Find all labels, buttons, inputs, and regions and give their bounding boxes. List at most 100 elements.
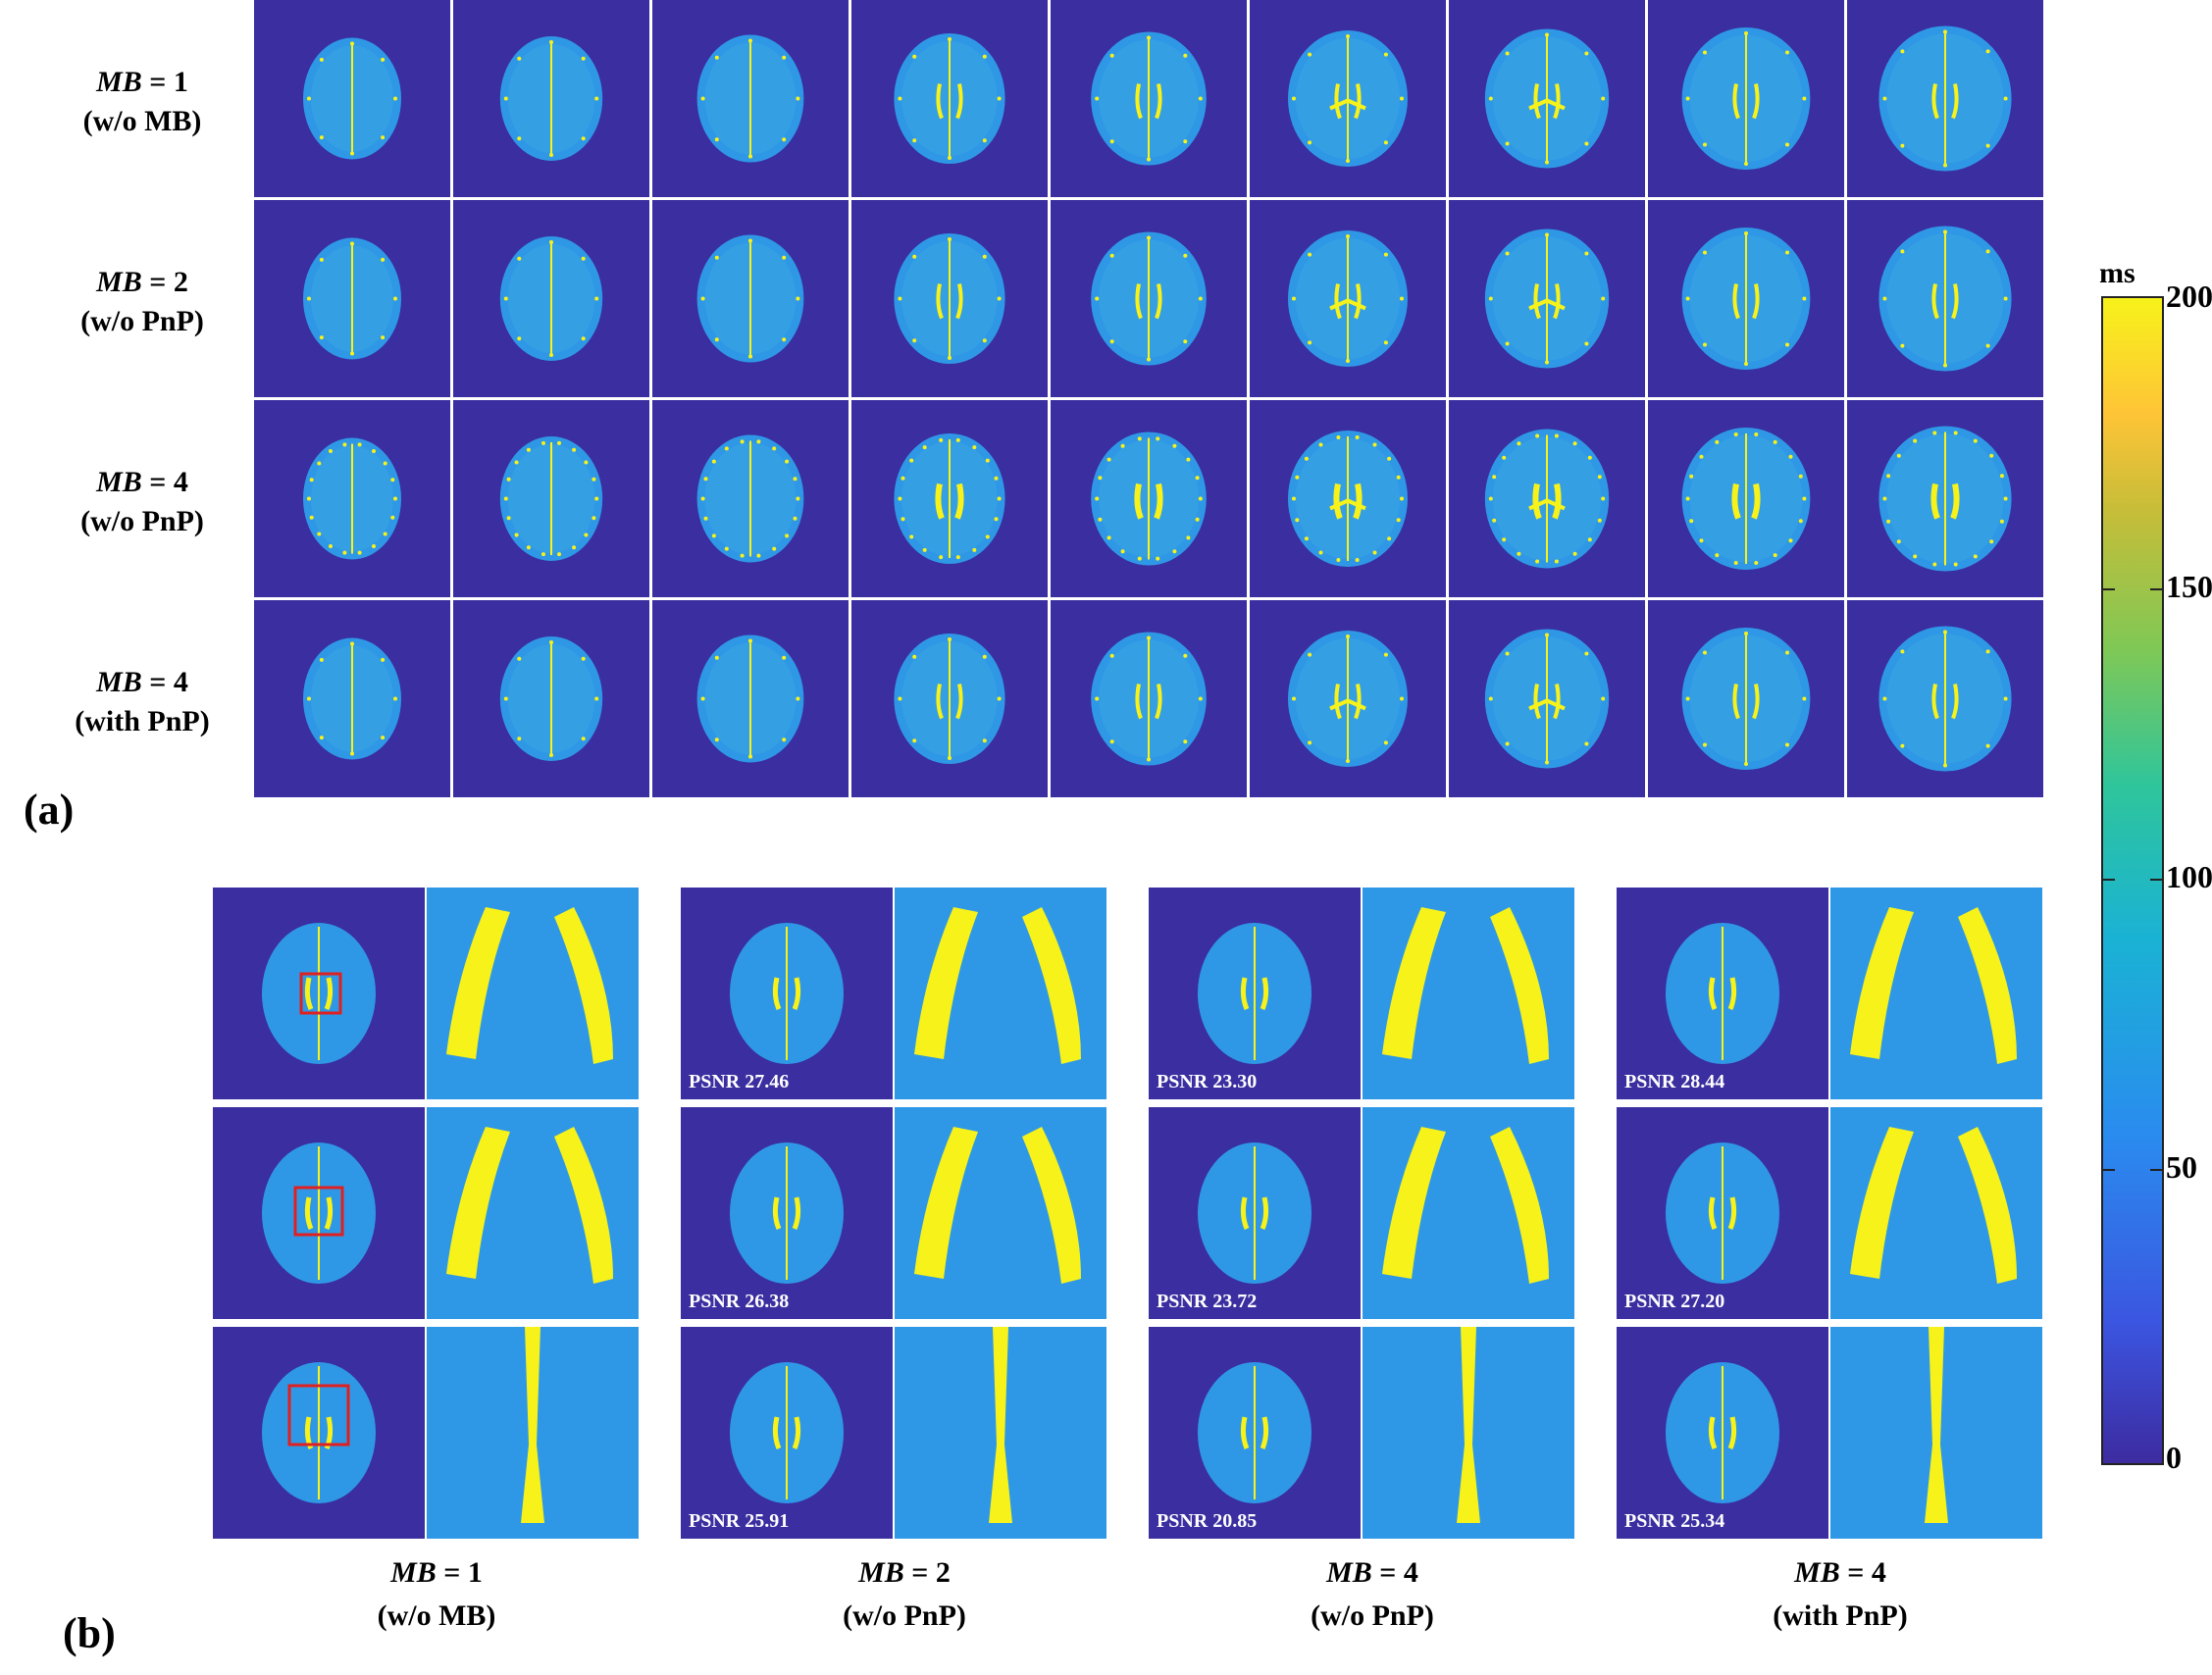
slice-image xyxy=(254,600,450,797)
slice-image xyxy=(1648,400,1844,597)
full-slice-image: PSNR 25.34 xyxy=(1617,1327,1828,1539)
psnr-label: PSNR 26.38 xyxy=(689,1291,790,1312)
zoom-pair: PSNR 27.46 xyxy=(681,888,1106,1099)
full-slice-image: PSNR 26.38 xyxy=(681,1107,893,1319)
zoom-pair: PSNR 26.38 xyxy=(681,1107,1106,1319)
slice-image xyxy=(851,0,1048,197)
zoomed-region-image xyxy=(1363,1107,1574,1319)
psnr-label: PSNR 27.46 xyxy=(689,1071,790,1092)
slice-image xyxy=(1051,400,1247,597)
zoomed-region-image xyxy=(1363,888,1574,1099)
zoomed-region-image xyxy=(1830,1327,2042,1539)
panel-b-label: (b) xyxy=(63,1609,116,1657)
zoom-pair: PSNR 25.91 xyxy=(681,1327,1106,1539)
colorbar-tick-0: 0 xyxy=(2166,1440,2182,1475)
psnr-label: PSNR 25.34 xyxy=(1624,1510,1725,1532)
zoomed-region-image xyxy=(895,888,1106,1099)
colorbar-tickmark xyxy=(2150,879,2162,881)
psnr-label: PSNR 20.85 xyxy=(1157,1510,1258,1532)
slice-image xyxy=(453,600,649,797)
slice-image xyxy=(1847,0,2043,197)
slice-image xyxy=(1847,600,2043,797)
slice-image xyxy=(254,400,450,597)
zoomed-region-image xyxy=(1830,888,2042,1099)
colorbar-tick-50: 50 xyxy=(2166,1149,2197,1185)
slice-image xyxy=(1449,600,1645,797)
slice-image xyxy=(1250,200,1446,397)
slice-image xyxy=(1250,0,1446,197)
zoomed-region-image xyxy=(427,1107,639,1319)
slice-image xyxy=(1051,0,1247,197)
panel-a-label: (a) xyxy=(24,786,75,834)
zoom-pair: PSNR 28.44 xyxy=(1617,888,2042,1099)
zoomed-region-image xyxy=(1363,1327,1574,1539)
full-slice-image: PSNR 23.72 xyxy=(1149,1107,1361,1319)
col-label-mb4-with-pnp: MB = 4 (with PnP) xyxy=(1773,1556,1908,1632)
full-slice-image xyxy=(213,1107,425,1319)
colorbar-tick-150: 150 xyxy=(2166,569,2212,604)
slice-image xyxy=(254,200,450,397)
slice-image xyxy=(1449,400,1645,597)
slice-image xyxy=(652,400,849,597)
full-slice-image xyxy=(213,888,425,1099)
psnr-label: PSNR 28.44 xyxy=(1624,1071,1725,1092)
slice-image xyxy=(1051,200,1247,397)
colorbar xyxy=(2101,296,2164,1465)
slice-image xyxy=(453,0,649,197)
zoom-pair: PSNR 23.72 xyxy=(1149,1107,1574,1319)
slice-image xyxy=(851,600,1048,797)
slice-image xyxy=(453,400,649,597)
slice-image xyxy=(851,400,1048,597)
col-label-mb1: MB = 1 (w/o MB) xyxy=(377,1556,496,1632)
colorbar-tickmark xyxy=(2103,588,2115,590)
slice-grid xyxy=(254,0,2044,798)
zoomed-region-image xyxy=(1830,1107,2042,1319)
row-label-mb2: MB = 2 (w/o PnP) xyxy=(80,266,204,337)
colorbar-tick-100: 100 xyxy=(2166,859,2212,894)
zoom-pair xyxy=(213,888,639,1099)
slice-image xyxy=(1648,0,1844,197)
zoom-pair: PSNR 25.34 xyxy=(1617,1327,2042,1539)
slice-image xyxy=(1847,400,2043,597)
psnr-label: PSNR 27.20 xyxy=(1624,1291,1725,1312)
slice-image xyxy=(652,200,849,397)
colorbar-tickmark xyxy=(2150,1169,2162,1171)
row-label-mb1: MB = 1 (w/o MB) xyxy=(82,66,202,137)
slice-image xyxy=(1847,200,2043,397)
psnr-label: PSNR 25.91 xyxy=(689,1510,790,1532)
slice-image xyxy=(1250,600,1446,797)
zoom-pair: PSNR 23.30 xyxy=(1149,888,1574,1099)
full-slice-image xyxy=(213,1327,425,1539)
zoomed-region-image xyxy=(895,1327,1106,1539)
colorbar-tick-200: 200 xyxy=(2166,279,2212,314)
row-label-mb4-with-pnp: MB = 4 (with PnP) xyxy=(75,666,210,737)
full-slice-image: PSNR 25.91 xyxy=(681,1327,893,1539)
slice-image xyxy=(1648,600,1844,797)
colorbar-tickmark xyxy=(2103,879,2115,881)
slice-image xyxy=(1648,200,1844,397)
zoom-pair: PSNR 20.85 xyxy=(1149,1327,1574,1539)
slice-image xyxy=(1449,0,1645,197)
slice-image xyxy=(453,200,649,397)
full-slice-image: PSNR 20.85 xyxy=(1149,1327,1361,1539)
psnr-label: PSNR 23.72 xyxy=(1157,1291,1258,1312)
full-slice-image: PSNR 23.30 xyxy=(1149,888,1361,1099)
slice-image xyxy=(851,200,1048,397)
slice-image xyxy=(1250,400,1446,597)
zoomed-region-image xyxy=(427,1327,639,1539)
slice-image xyxy=(652,600,849,797)
slice-image xyxy=(1449,200,1645,397)
slice-image xyxy=(1051,600,1247,797)
psnr-label: PSNR 23.30 xyxy=(1157,1071,1258,1092)
full-slice-image: PSNR 28.44 xyxy=(1617,888,1828,1099)
zoom-pair: PSNR 27.20 xyxy=(1617,1107,2042,1319)
row-label-mb4-no-pnp: MB = 4 (w/o PnP) xyxy=(80,466,204,537)
slice-image xyxy=(254,0,450,197)
colorbar-unit: ms xyxy=(2099,257,2135,289)
zoomed-region-image xyxy=(427,888,639,1099)
zoom-pair xyxy=(213,1107,639,1319)
col-label-mb4-no-pnp: MB = 4 (w/o PnP) xyxy=(1311,1556,1434,1632)
slice-image xyxy=(652,0,849,197)
colorbar-tickmark xyxy=(2103,1169,2115,1171)
col-label-mb2: MB = 2 (w/o PnP) xyxy=(843,1556,966,1632)
